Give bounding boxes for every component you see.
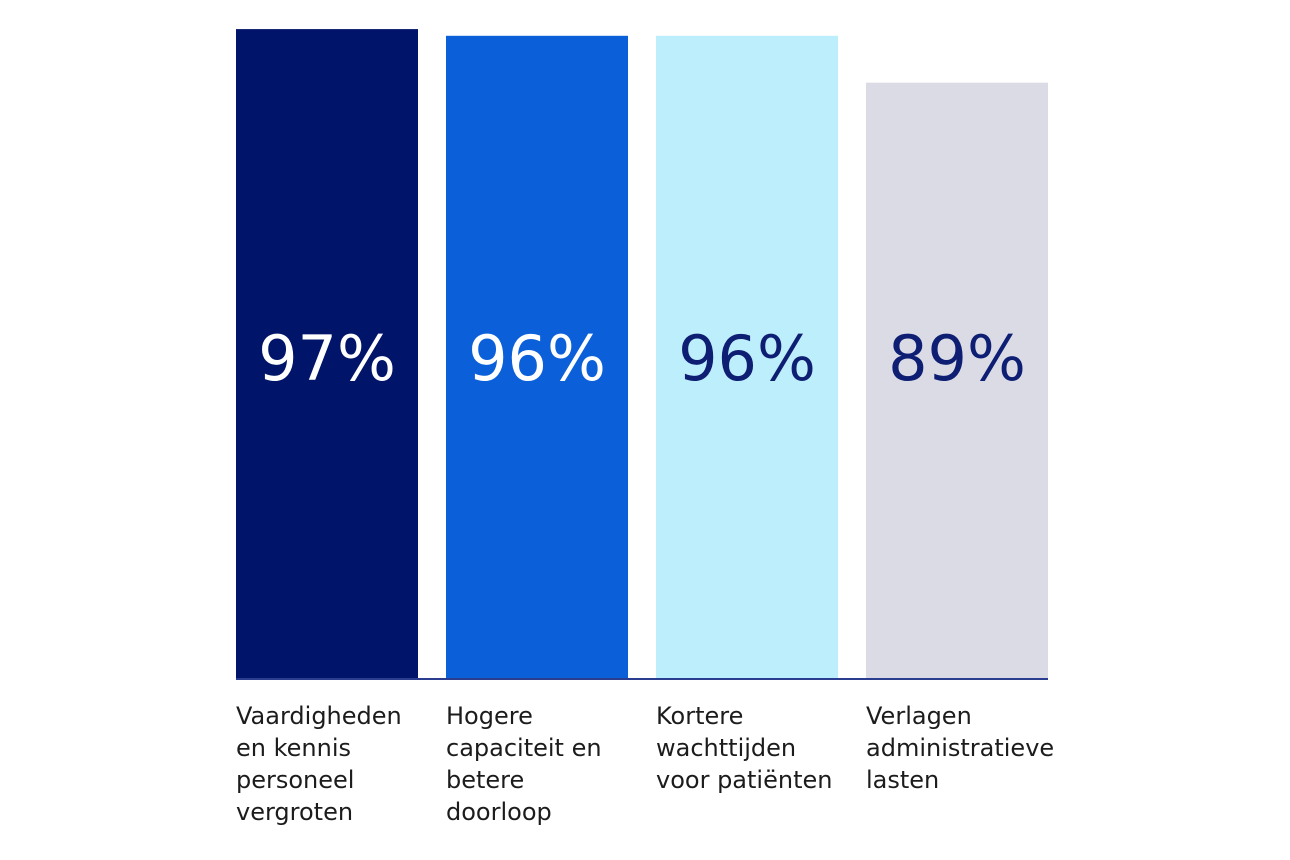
category-labels-group: Vaardigheden en kennis personeel vergroten H… <box>236 702 1054 826</box>
bar-1 <box>236 29 418 680</box>
category-label-line: Hogere <box>446 702 533 730</box>
bar-value-label-3: 96% <box>678 322 816 395</box>
category-label-4: Verlagen administratieve lasten <box>866 702 1054 794</box>
category-label-line: doorloop <box>446 798 552 826</box>
category-label-line: wachttijden <box>656 734 796 762</box>
bars-group <box>236 29 1048 680</box>
category-label-line: capaciteit en <box>446 734 602 762</box>
category-label-line: lasten <box>866 766 939 794</box>
category-label-line: en kennis <box>236 734 351 762</box>
category-label-line: voor patiënten <box>656 766 832 794</box>
category-label-line: Verlagen <box>866 702 972 730</box>
bar-2 <box>446 35 628 680</box>
bar-4 <box>866 82 1048 679</box>
category-label-line: Kortere <box>656 702 743 730</box>
bar-3 <box>656 35 838 680</box>
category-label-2: Hogere capaciteit en betere doorloop <box>446 702 602 826</box>
category-label-3: Kortere wachttijden voor patiënten <box>656 702 832 794</box>
value-labels-group: 97% 96% 96% 89% <box>258 322 1026 395</box>
bar-value-label-2: 96% <box>468 322 606 395</box>
bar-value-label-1: 97% <box>258 322 396 395</box>
category-label-line: personeel <box>236 766 354 794</box>
category-label-line: vergroten <box>236 798 353 826</box>
category-label-1: Vaardigheden en kennis personeel vergroten <box>236 702 402 826</box>
category-label-line: Vaardigheden <box>236 702 402 730</box>
bar-value-label-4: 89% <box>888 322 1026 395</box>
category-label-line: betere <box>446 766 524 794</box>
category-label-line: administratieve <box>866 734 1054 762</box>
